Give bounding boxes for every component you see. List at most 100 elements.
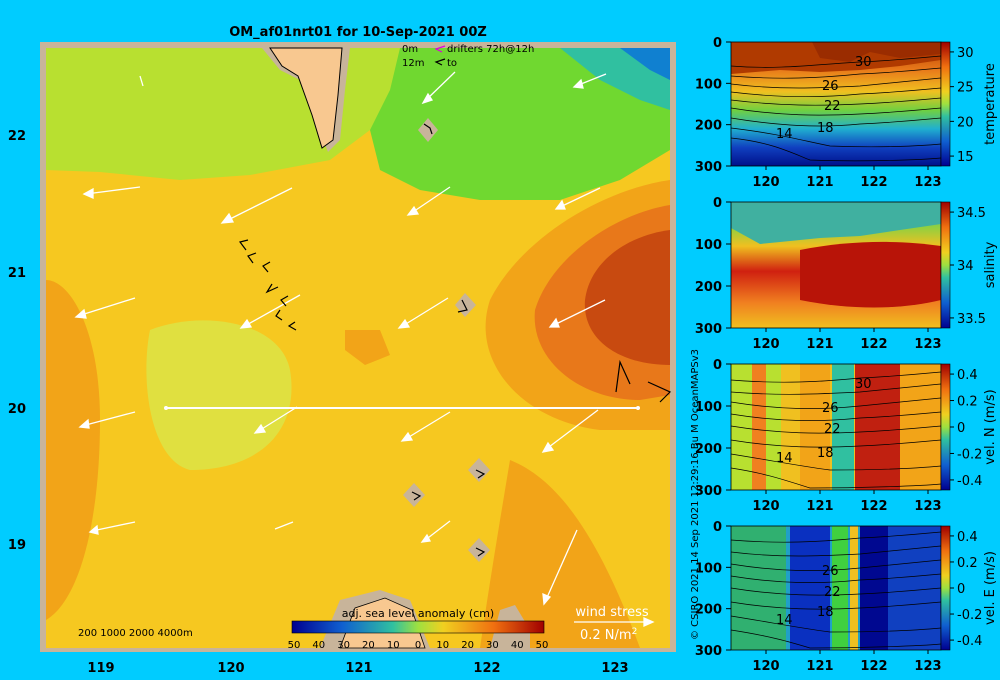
map-x-axis: 119 120 121 122 123	[87, 661, 628, 676]
map-x-tick: 121	[345, 661, 372, 676]
sla-colorbar-tick: 30	[337, 640, 350, 651]
wind-arrow	[548, 317, 560, 328]
veln-contours	[730, 371, 942, 489]
panel-x-tick: 123	[914, 337, 941, 352]
panel-x-tick: 120	[752, 659, 779, 674]
panel-y-tick: 300	[695, 322, 722, 337]
vele-core	[860, 526, 888, 650]
panel-y-tick: 200	[695, 442, 722, 457]
map-y-tick: 19	[8, 538, 26, 553]
island-4	[403, 483, 425, 507]
map-x-tick: 120	[217, 661, 244, 676]
panel-cbar-tick: 33.5	[957, 312, 986, 327]
sla-green-ne	[370, 48, 670, 200]
credit-text: © CSIRO 2021 14 Sep 2021 12:29:16 Bu M O…	[690, 349, 701, 640]
panel-y-tick: 0	[713, 520, 722, 535]
panel-vel-e: 26 22 18 14	[730, 526, 942, 650]
section-panels: 30 26 22 18 14	[695, 36, 998, 674]
panel-salinity	[731, 202, 941, 328]
panel-x-tick: 120	[752, 175, 779, 190]
panel-cbar-label: temperature	[983, 63, 998, 145]
panel-cbar-tick: -0.4	[957, 634, 982, 649]
contour-label: 14	[776, 127, 793, 142]
map-y-tick: 22	[8, 129, 26, 144]
legend-12m-icon	[434, 58, 446, 66]
veln-south-band	[832, 364, 854, 490]
map-x-tick: 122	[473, 661, 500, 676]
panel-y-tick: 100	[695, 400, 722, 415]
sla-south-high	[480, 460, 640, 648]
panel-colorbar	[940, 201, 951, 329]
panel-x-tick: 122	[860, 337, 887, 352]
wind-arrow	[88, 524, 99, 535]
panel-x-tick: 121	[806, 337, 833, 352]
wind-arrow	[420, 533, 431, 543]
sla-west-high	[46, 280, 100, 620]
panel-y-tick: 100	[695, 77, 722, 92]
wind-scale-value: 0.2 N/m	[580, 628, 632, 643]
legend-drifters: drifters 72h@12h	[447, 44, 534, 55]
contour-label: 22	[824, 585, 841, 600]
wind-arrow	[554, 199, 566, 210]
legend-to: to	[447, 58, 457, 69]
panel-cbar-tick: -0.4	[957, 474, 982, 489]
panel-cbar-label: vel. E (m/s)	[983, 551, 998, 625]
veln-band	[752, 364, 766, 490]
panel-y-tick: 300	[695, 484, 722, 499]
map-y-axis: 22 21 20 19	[8, 129, 26, 553]
panel-y-tick: 100	[695, 238, 722, 253]
drifter-tracks	[238, 123, 672, 557]
wind-scale-sup: 2	[632, 627, 638, 637]
temp-contour-labels: 30 26 22 18 14	[776, 55, 872, 142]
wind-arrow	[541, 441, 555, 453]
panel-y-tick: 200	[695, 603, 722, 618]
sla-colorbar-tick: 0	[415, 640, 421, 651]
contour-label: 14	[776, 613, 793, 628]
island-1	[418, 118, 438, 142]
colorbar-title: adj. sea level anomaly (cm)	[342, 607, 494, 620]
map-x-tick: 123	[601, 661, 628, 676]
legend-12m: 12m	[402, 58, 424, 69]
panel-y-tick: 0	[713, 358, 722, 373]
panel-cbar-label: vel. N (m/s)	[983, 389, 998, 464]
sla-colorbar-tick: 20	[461, 640, 474, 651]
panel-x-tick: 121	[806, 659, 833, 674]
sla-colorbar-tick: 50	[536, 640, 549, 651]
wind-arrow	[397, 318, 411, 329]
contour-label: 30	[855, 377, 872, 392]
wind-arrow	[542, 592, 552, 606]
depth-contour-label: 200 1000 2000 4000m	[78, 628, 193, 639]
contour-label: 26	[822, 564, 839, 579]
panel-y-tick: 0	[713, 196, 722, 211]
wind-arrow	[220, 212, 235, 224]
sla-colorbar-ticks: 50 40 30 20 10 0 10 20 30 40 50	[288, 640, 549, 651]
vele-east	[888, 526, 941, 650]
sla-field	[46, 47, 672, 649]
panel-cbar-tick: 0.2	[957, 395, 978, 410]
wind-arrow	[74, 308, 87, 319]
panel-y-tick: 0	[713, 36, 722, 51]
panel-cbar-tick: 20	[957, 115, 974, 130]
panel-cbar-tick: 0	[957, 421, 965, 436]
vele-contours	[730, 531, 942, 649]
wind-scale-arrow	[643, 616, 655, 628]
sla-low-center	[620, 48, 670, 80]
contour-label: 18	[817, 121, 834, 136]
sla-colorbar-tick: 20	[362, 640, 375, 651]
wind-arrow	[406, 205, 420, 216]
sla-colorbar	[291, 620, 545, 634]
panel-x-tick: 123	[914, 175, 941, 190]
wind-stress-title: wind stress	[575, 605, 649, 620]
panel-y-tick: 200	[695, 119, 722, 134]
panel-x-tick: 121	[806, 499, 833, 514]
vele-mid-warm	[850, 526, 858, 650]
vele-mid	[832, 526, 848, 650]
panel-cbar-tick: 0.2	[957, 556, 978, 571]
panel-colorbar	[940, 363, 951, 491]
temp-surface-core	[812, 42, 941, 62]
contour-label: 22	[824, 99, 841, 114]
contour-label: 18	[817, 446, 834, 461]
wind-arrow	[400, 431, 414, 442]
